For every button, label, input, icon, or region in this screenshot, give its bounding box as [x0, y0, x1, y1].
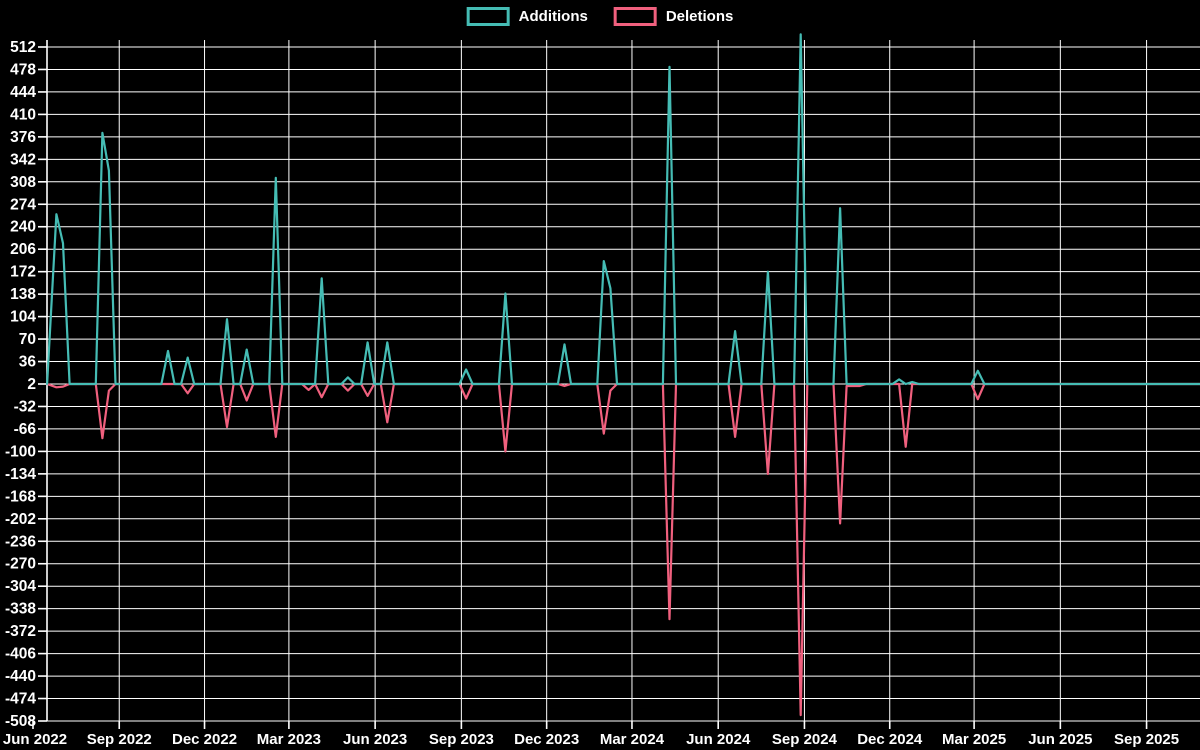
y-tick-label: -66 [14, 421, 37, 438]
x-axis-ticks: Jun 2022 Sep 2022 Dec 2022 Mar 2023 Jun 2023… [3, 721, 1179, 748]
y-tick-label: 70 [19, 331, 36, 348]
y-tick-label: 2 [27, 376, 36, 393]
y-tick-label: -32 [14, 398, 36, 415]
y-tick-label: -474 [5, 691, 36, 708]
y-tick-label: 104 [10, 309, 36, 326]
x-tick-label: Sep 2023 [429, 731, 494, 748]
deletions-legend-label: Deletions [665, 8, 734, 25]
y-tick-label: -304 [5, 578, 36, 595]
y-tick-label: -372 [5, 623, 36, 640]
y-tick-label: -508 [5, 713, 36, 730]
chart-legend: Additions Deletions [466, 7, 734, 26]
y-tick-label: 206 [10, 241, 36, 258]
y-tick-label: 512 [10, 39, 36, 56]
additions-line [46, 33, 1200, 386]
deletions-line [46, 382, 1200, 717]
legend-item-additions[interactable]: Additions [466, 7, 588, 26]
y-tick-label: -236 [5, 533, 36, 550]
deletions-swatch-icon [613, 7, 657, 26]
y-tick-label: -100 [5, 443, 36, 460]
y-tick-label: -270 [5, 556, 36, 573]
additions-legend-label: Additions [518, 8, 588, 25]
x-tick-label: Mar 2025 [942, 731, 1006, 748]
x-tick-label: Jun 2024 [686, 731, 751, 748]
x-tick-label: Jun 2025 [1028, 731, 1092, 748]
legend-item-deletions[interactable]: Deletions [613, 7, 734, 26]
y-tick-label: 410 [10, 106, 36, 123]
y-tick-label: -168 [5, 488, 36, 505]
y-tick-label: 478 [10, 61, 36, 78]
y-tick-label: 36 [19, 354, 37, 371]
y-tick-label: 342 [10, 151, 36, 168]
y-tick-label: 172 [10, 264, 36, 281]
x-tick-label: Sep 2024 [772, 731, 838, 748]
y-tick-label: 138 [10, 286, 36, 303]
y-tick-label: 376 [10, 129, 36, 146]
x-tick-label: Dec 2023 [514, 731, 579, 748]
y-tick-label: -202 [5, 511, 36, 528]
y-tick-label: -338 [5, 601, 36, 618]
y-tick-label: -440 [5, 668, 36, 685]
y-axis-ticks: 512 478 444 410 376 342 308 274 240 206 172 138 104 7… [5, 39, 47, 730]
x-tick-label: Sep 2022 [87, 731, 152, 748]
y-tick-label: 308 [10, 174, 36, 191]
x-tick-label: Jun 2023 [343, 731, 407, 748]
additions-swatch-icon [466, 7, 510, 26]
y-tick-label: -134 [5, 466, 36, 483]
x-tick-label: Mar 2023 [257, 731, 321, 748]
y-tick-label: 274 [10, 196, 36, 213]
y-tick-label: 444 [10, 84, 36, 101]
y-tick-label: 240 [10, 219, 36, 236]
x-tick-label: Mar 2024 [600, 731, 665, 748]
x-tick-label: Jun 2022 [3, 731, 67, 748]
x-tick-label: Dec 2022 [172, 731, 237, 748]
x-tick-label: Sep 2025 [1114, 731, 1179, 748]
x-tick-label: Dec 2024 [857, 731, 923, 748]
gridlines [47, 40, 1200, 722]
y-tick-label: -406 [5, 646, 36, 663]
